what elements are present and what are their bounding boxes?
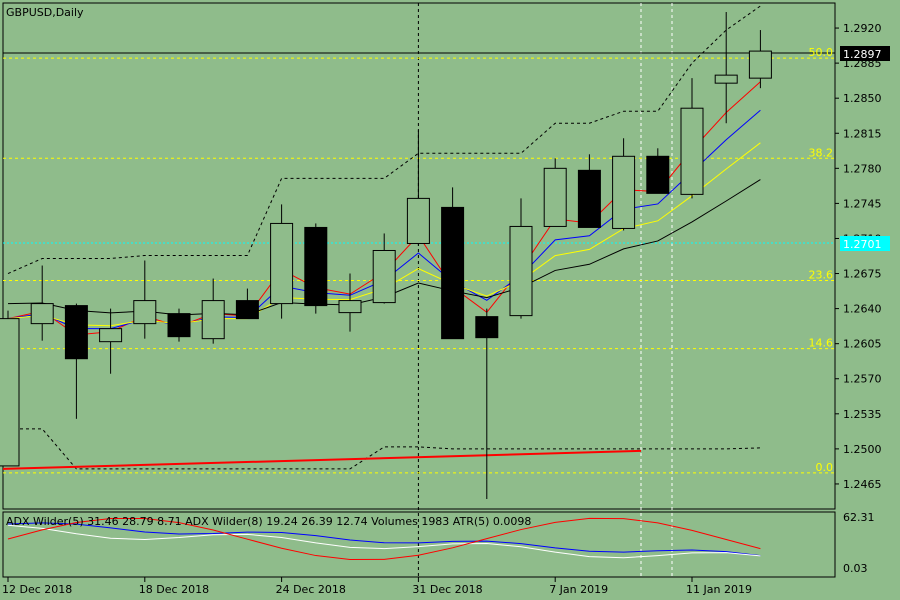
fib-label: 50.0 [809,46,834,59]
candle [475,308,499,499]
candle [235,288,259,320]
candle [201,278,225,344]
x-tick-label: 11 Jan 2019 [686,583,752,596]
y-tick-label: 1.2920 [843,22,882,35]
y-tick-label: 1.2745 [843,197,882,210]
candle [646,148,670,194]
moving-average-lines [2,5,761,470]
candle [372,233,396,304]
candle-body [680,107,704,195]
fibonacci-levels: 50.0 38.2 23.6 14.6 0.0 [3,46,835,474]
candle [270,204,294,319]
x-tick-label: 12 Dec 2018 [2,583,72,596]
date-axis: 12 Dec 2018 18 Dec 2018 24 Dec 2018 31 Dec … [2,577,752,596]
y-tick-label: 1.2605 [843,338,882,351]
y-tick-label: 1.2815 [843,127,882,140]
indicator-title: ADX Wilder(5) 31.46 28.79 8.71 ADX Wilde… [6,515,531,528]
x-tick-label: 18 Dec 2018 [139,583,209,596]
candle-body [543,167,567,227]
envelope-lower-line [8,428,761,470]
candle-body [475,316,499,339]
candle [680,78,704,199]
y-tick-label: 1.2535 [843,408,882,421]
indicator-pane: 62.31 0.03 [7,511,875,575]
candle-body [167,313,191,338]
price-axis: 1.29201.28851.28501.28151.27801.27451.27… [835,22,882,491]
candle-body [338,300,362,314]
candle-body [133,300,157,325]
current-price-label: 1.2897 [843,48,882,61]
candle [338,273,362,332]
candle [99,308,123,374]
candle-body [270,222,294,305]
candle-body [577,169,601,228]
candle [577,154,601,228]
y-tick-label: 1.2500 [843,443,882,456]
envelope-upper-line [7,5,761,274]
fib-label: 14.6 [809,337,834,350]
candle-body [748,50,772,79]
candle [64,303,88,419]
candle [133,260,157,339]
candle [167,308,191,342]
y-tick-label: 1.2780 [843,162,882,175]
candle-body [201,300,225,340]
candle-body [30,303,54,325]
candle [0,310,20,467]
y-tick-label: 1.2570 [843,373,882,386]
candle [406,130,430,246]
main-pane-frame [2,2,836,510]
candle-body [235,300,259,320]
candle-body [64,305,88,360]
candle-body [646,155,670,194]
fib-label: 0.0 [816,461,834,474]
candle-body [304,226,328,307]
current-price-box [840,46,890,61]
candle [441,187,465,340]
x-tick-label: 24 Dec 2018 [276,583,346,596]
candle [714,12,738,124]
fib-label: 23.6 [809,269,834,282]
y-tick-label: 1.2465 [843,478,882,491]
candle-body [612,155,636,229]
indicator-tick-label: 62.31 [843,511,875,524]
indicator-pane-frame [2,511,836,578]
indicator-tick-label: 0.03 [843,562,868,575]
candle-body [0,318,20,467]
candle-body [714,74,738,84]
candle [30,265,54,341]
vertical-gridlines [3,3,835,577]
cyan-price-label: 1.2701 [843,238,882,251]
candle [543,158,567,227]
chart-title: GBPUSD,Daily [6,6,84,19]
y-tick-label: 1.2675 [843,268,882,281]
x-tick-label: 7 Jan 2019 [549,583,608,596]
fib-label: 38.2 [809,146,834,159]
cyan-price-box [840,236,890,251]
candle [304,223,328,314]
x-tick-label: 31 Dec 2018 [412,583,482,596]
candle [748,30,772,89]
y-tick-label: 1.2640 [843,303,882,316]
candle-body [406,197,430,244]
y-tick-label: 1.2850 [843,92,882,105]
candle-body [441,206,465,340]
adx-white-line [7,524,761,559]
ma-longterm-line [2,449,642,470]
adx-red-line [7,517,761,561]
candle-body [99,328,123,343]
adx-blue-line [7,522,761,557]
candlesticks [0,12,772,499]
candle-body [372,249,396,304]
candle [509,198,533,319]
candle-body [509,225,533,317]
candle [612,138,636,231]
